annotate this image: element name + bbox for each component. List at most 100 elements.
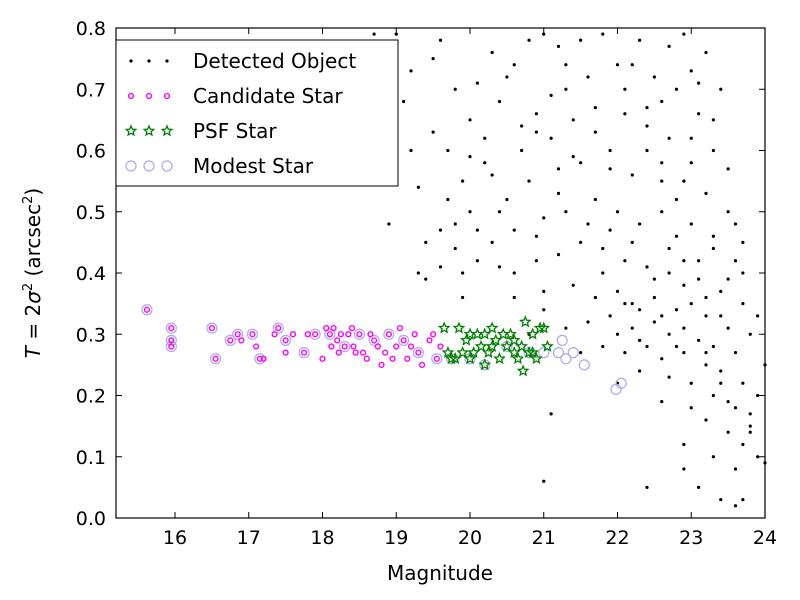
modest-star-point (615, 377, 627, 389)
y-label-unit: (arcsec (21, 204, 45, 283)
detected-object-point (645, 124, 649, 128)
candidate-star-point (289, 331, 297, 338)
candidate-star-point (168, 343, 175, 350)
detected-object-point (697, 112, 701, 116)
candidate-star-point (348, 325, 356, 332)
modest-star-point (431, 353, 443, 365)
detected-object-point (416, 271, 420, 275)
detected-object-point (549, 412, 553, 416)
legend-marker-psf (124, 124, 138, 137)
detected-object-point (660, 161, 664, 165)
y-tick-label: 0.2 (76, 386, 106, 408)
detected-object-point (733, 259, 738, 263)
modest-star-point (560, 353, 572, 365)
detected-object-point (409, 69, 413, 73)
modest-star-point (556, 334, 568, 346)
psf-star-point (482, 345, 495, 359)
modest-star-point (412, 347, 424, 359)
detected-object-point (630, 326, 634, 330)
detected-object-point (461, 179, 465, 183)
detected-object-point (682, 259, 686, 263)
modest-star-point (578, 359, 590, 371)
modest-star-point (272, 322, 284, 334)
detected-object-point (497, 99, 502, 104)
candidate-star-point (367, 331, 374, 338)
psf-star-point (522, 345, 536, 359)
detected-object-point (704, 418, 708, 422)
legend-entry-psf: PSF Star (193, 119, 277, 143)
detected-object-point (719, 289, 723, 293)
detected-object-point (542, 479, 546, 483)
candidate-star-point (418, 361, 426, 368)
detected-object-point (520, 148, 524, 153)
detected-object-point (549, 136, 553, 140)
detected-object-point (534, 259, 538, 263)
detected-object-point (667, 375, 671, 379)
detected-object-point (505, 75, 509, 79)
detected-object-point (438, 228, 443, 232)
detected-object-point (593, 197, 597, 202)
candidate-star-point (371, 337, 378, 344)
detected-object-point (756, 455, 760, 459)
detected-object-point (468, 118, 472, 122)
x-tick-label: 24 (753, 527, 777, 549)
detected-object-point (490, 240, 494, 244)
candidate-star-point (407, 343, 415, 350)
detected-object-point (733, 406, 738, 410)
detected-object-point (667, 271, 671, 275)
detected-object-point (387, 222, 391, 226)
detected-object-point (571, 283, 575, 287)
candidate-star-point (249, 331, 256, 338)
detected-object-point (674, 197, 679, 202)
detected-object-point (711, 148, 715, 153)
legend-marker-candidate (127, 92, 135, 100)
detected-object-point (512, 271, 516, 275)
x-tick-label: 21 (532, 527, 556, 549)
detected-object-point (431, 57, 435, 61)
y-tick-label: 0.4 (76, 263, 106, 285)
detected-object-point (697, 81, 701, 85)
detected-object-point (601, 344, 605, 349)
y-axis-label: T = 2σ2 (arcsec2) (21, 188, 45, 358)
detected-object-point (667, 332, 671, 336)
detected-object-point (586, 75, 590, 79)
detected-object-point (520, 124, 524, 128)
psf-star-point (474, 339, 488, 352)
modest-star-point (353, 328, 365, 340)
y-label-eq: = 2 (21, 304, 45, 346)
detected-object-point (697, 338, 701, 342)
detected-object-point (682, 326, 686, 330)
detected-object-point (564, 87, 568, 91)
legend-marker-candidate (145, 92, 153, 100)
detected-object-point (748, 412, 752, 416)
psf-star-point (437, 321, 451, 334)
legend-marker-psf (142, 124, 156, 137)
detected-object-point (682, 32, 686, 36)
detected-object-point (660, 314, 664, 318)
psf-star-point (456, 345, 469, 359)
candidate-star-point (415, 349, 422, 356)
candidate-star-point (304, 331, 311, 338)
detected-object-point (416, 185, 420, 189)
candidate-star-point (378, 361, 385, 368)
candidate-star-point (382, 349, 389, 356)
detected-object-point (652, 295, 656, 300)
detected-object-point (475, 228, 479, 232)
detected-object-point (453, 87, 457, 91)
detected-object-point (542, 308, 546, 312)
detected-object-point (726, 326, 730, 330)
detected-object-point (527, 38, 531, 42)
detected-object-point (733, 504, 738, 508)
detected-object-point (645, 485, 649, 489)
detected-object-point (534, 234, 538, 238)
detected-object-point (719, 87, 723, 91)
detected-object-point (645, 106, 649, 110)
x-tick-label: 22 (605, 527, 629, 549)
detected-object-point (674, 234, 679, 238)
candidate-star-point (334, 337, 341, 344)
detected-object-point (682, 467, 686, 471)
psf-star-point (507, 345, 521, 359)
y-tick-label: 0.3 (76, 324, 106, 346)
y-label-sigma: σ (21, 290, 45, 304)
detected-object-point (674, 87, 679, 91)
